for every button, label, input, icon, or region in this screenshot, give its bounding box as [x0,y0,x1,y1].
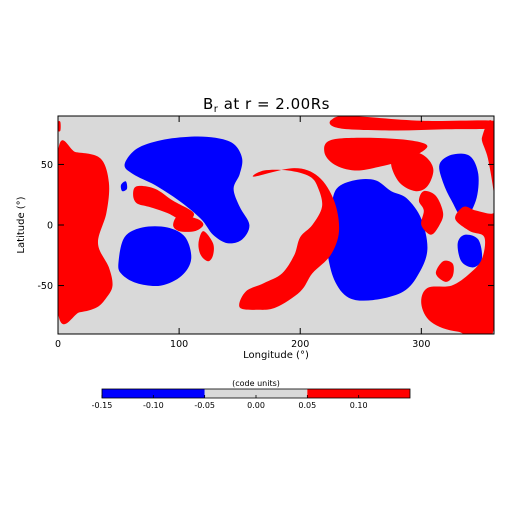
colorbar-segment-1 [204,389,308,398]
colorbar-tick-label: -0.05 [194,401,215,410]
negative-region-1 [118,226,192,287]
positive-region-9 [173,215,204,232]
y-tick-label: 50 [41,160,53,171]
plot-area: 0 100 200 300 -50 0 50 [37,115,495,350]
positive-region-13 [324,137,428,171]
y-tick-label: -50 [37,281,53,292]
negative-region-2 [120,181,128,192]
x-tick-label: 0 [55,339,61,350]
colorbar-segment-2 [307,389,410,398]
positive-region-11 [239,168,340,310]
x-tick-label: 300 [412,339,430,350]
colorbar-segments [102,389,410,398]
y-tick-label: 0 [47,221,53,232]
positive-region-12 [329,116,494,131]
y-axis-ticks: -50 0 50 [37,160,494,292]
chart-title: Br at r = 2.00Rs [203,95,330,115]
positive-region-14 [391,152,434,192]
field-regions [58,116,494,334]
colorbar-tick-label: -0.15 [92,401,113,410]
positive-region-16 [421,120,494,334]
colorbar-label: (code units) [232,379,280,388]
colorbar-tick-label: 0.00 [247,401,265,410]
positive-region-8 [133,185,195,222]
negative-region-0 [124,136,250,244]
title-main: B [203,95,214,113]
positive-region-15 [418,190,444,235]
positive-region-7 [58,140,113,325]
x-tick-label: 100 [170,339,188,350]
positive-region-6 [58,120,61,132]
title-rest: at r = 2.00Rs [218,95,330,113]
negative-region-5 [457,234,483,268]
colorbar-tick-label: 0.10 [350,401,368,410]
colorbar-segment-0 [102,389,205,398]
colorbar-ticks: -0.15 -0.10 -0.05 0.00 0.05 0.10 [92,395,368,410]
positive-region-17 [435,260,454,282]
colorbar-tick-label: 0.05 [298,401,316,410]
negative-region-3 [326,178,428,301]
positive-region-10 [198,231,214,262]
colorbar-tick-label: -0.10 [143,401,164,410]
title-sub: r [214,104,219,115]
y-axis-label: Latitude (°) [16,196,27,253]
x-axis-ticks: 0 100 200 300 [55,116,430,350]
x-tick-label: 200 [291,339,309,350]
colorbar: (code units) -0.15 -0.10 -0.05 0.00 0.05 0.10 [92,379,411,410]
x-axis-label: Longitude (°) [243,350,309,361]
negative-region-4 [439,153,479,219]
